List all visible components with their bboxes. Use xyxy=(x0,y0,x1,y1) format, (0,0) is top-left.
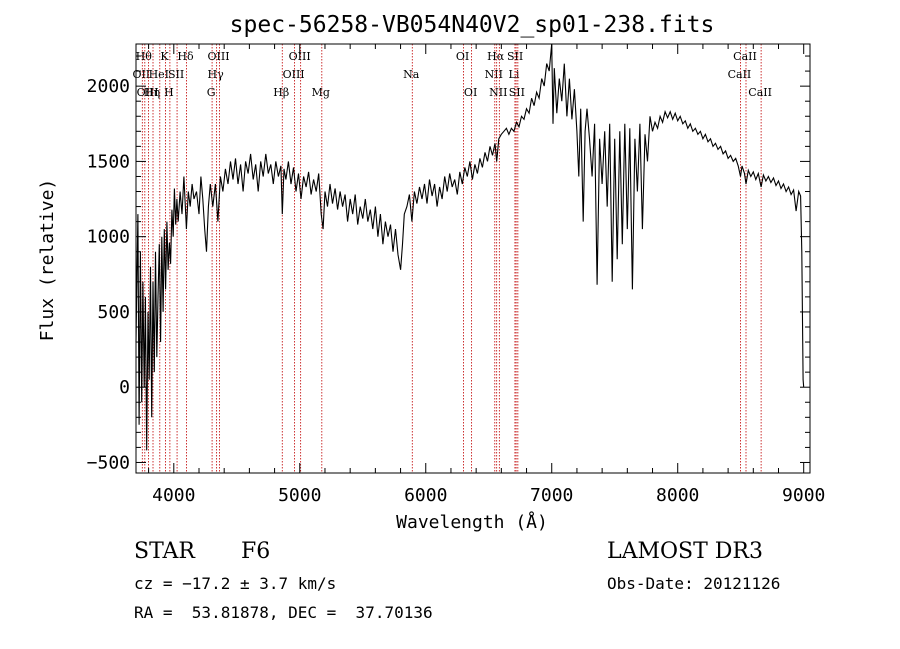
marker-label: OIII xyxy=(289,50,311,63)
observation-date: Obs-Date: 20121126 xyxy=(607,574,781,593)
marker-label: Hγ xyxy=(208,68,225,81)
marker-label: Li xyxy=(509,68,520,81)
y-tick-label: 2000 xyxy=(87,76,130,97)
marker-label: NII xyxy=(485,68,503,81)
marker-label: CaII xyxy=(748,86,772,99)
marker-label: NII xyxy=(489,86,507,99)
marker-label: G xyxy=(207,86,216,99)
marker-label: Na xyxy=(403,68,420,81)
y-tick-label: −500 xyxy=(87,452,130,473)
marker-label: Hθ xyxy=(136,50,153,63)
x-tick-label: 7000 xyxy=(530,485,573,506)
coordinates: RA = 53.81878, DEC = 37.70136 xyxy=(134,603,433,622)
survey-label: LAMOST DR3 xyxy=(607,539,763,564)
marker-label: Hδ xyxy=(177,50,194,63)
y-tick-label: 1500 xyxy=(87,151,130,172)
marker-label: H xyxy=(164,86,174,99)
spectrum-line xyxy=(135,43,805,451)
x-tick-label: 4000 xyxy=(152,485,195,506)
x-tick-label: 6000 xyxy=(404,485,447,506)
marker-label: HeI xyxy=(149,68,169,81)
marker-label: K xyxy=(160,50,169,63)
redshift-cz: cz = −17.2 ± 3.7 km/s xyxy=(134,574,337,593)
object-subclass: F6 xyxy=(241,539,271,564)
marker-label: OIII xyxy=(207,50,229,63)
object-class: STAR xyxy=(134,539,195,564)
marker-label: OI xyxy=(464,86,477,99)
marker-label: OI xyxy=(456,50,469,63)
marker-label: SII xyxy=(509,86,525,99)
y-axis-label: Flux (relative) xyxy=(37,179,58,342)
marker-label: SII xyxy=(507,50,523,63)
y-tick-label: 0 xyxy=(119,377,130,398)
marker-label: CaII xyxy=(733,50,757,63)
plot-frame xyxy=(135,43,811,474)
x-tick-label: 8000 xyxy=(656,485,699,506)
marker-label: Mg xyxy=(312,86,330,99)
chart-title: spec-56258-VB054N40V2_sp01-238.fits xyxy=(230,12,715,38)
marker-label: Hα xyxy=(487,50,505,63)
marker-label: Hη xyxy=(144,86,160,99)
x-tick-label: 9000 xyxy=(782,485,825,506)
spectral-line-markers: OIIHθOIIIHηHeIKHSIIHδGHγOIIIHβOIIIOIIIMg… xyxy=(132,44,772,473)
marker-label: OIII xyxy=(283,68,305,81)
y-axis: −500 0 500 1000 1500 2000 xyxy=(87,55,810,473)
x-axis-label: Wavelength (Å) xyxy=(396,511,548,533)
x-tick-label: 5000 xyxy=(278,485,321,506)
marker-label: OII xyxy=(132,68,150,81)
marker-label: Hβ xyxy=(273,86,289,99)
y-tick-label: 1000 xyxy=(87,227,130,248)
marker-label: CaII xyxy=(728,68,752,81)
y-tick-label: 500 xyxy=(97,302,130,323)
marker-label: SII xyxy=(168,68,184,81)
x-axis: 4000 5000 6000 7000 8000 9000 xyxy=(148,44,825,506)
